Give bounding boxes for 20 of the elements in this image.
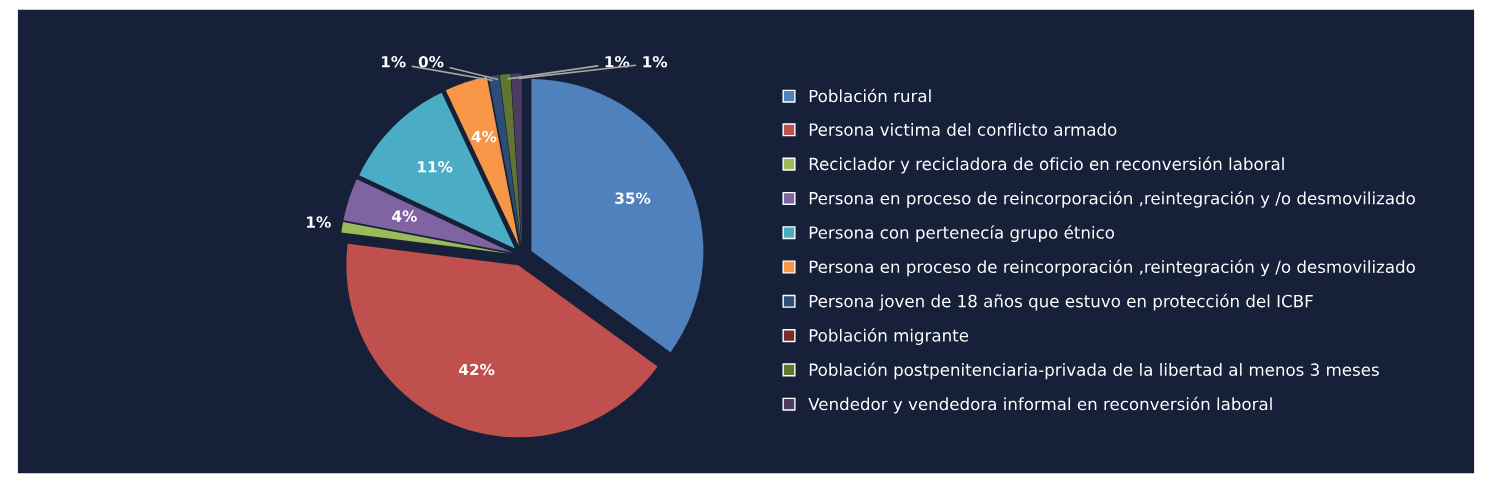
legend-label: Reciclador y recicladora de oficio en reconversión laboral xyxy=(809,156,1284,174)
legend-label: Persona en proceso de reincorporación ,reintegración y /o desmovilizado xyxy=(809,190,1415,208)
data-label: 4% xyxy=(471,130,497,143)
legend-label: Persona joven de 18 años que estuvo en protección del ICBF xyxy=(809,293,1313,311)
data-label: 11% xyxy=(418,161,453,173)
data-label: 1% xyxy=(643,55,668,68)
legend-label: Población migrante xyxy=(809,328,969,345)
data-label: 1% xyxy=(605,55,630,68)
legend-label: Población rural xyxy=(809,88,931,103)
legend-label: Persona con pertenecía grupo étnico xyxy=(809,225,1115,243)
legend-label: Población postpenitenciaria-privada de la libertad al menos 3 meses xyxy=(809,362,1379,380)
data-label: 35% xyxy=(615,192,651,204)
legend-label: Vendedor y vendedora informal en reconversión laboral xyxy=(808,396,1272,414)
data-label: 4% xyxy=(392,210,417,222)
data-label: 42% xyxy=(459,363,495,376)
legend-label: Persona en proceso de reincorporación ,reintegración y /o desmovilizado xyxy=(809,259,1415,277)
data-label: 1% xyxy=(381,55,406,68)
data-label: 1% xyxy=(307,216,331,228)
text: 0% xyxy=(418,55,444,68)
legend-label: Persona victima del conflicto armado xyxy=(809,122,1117,136)
